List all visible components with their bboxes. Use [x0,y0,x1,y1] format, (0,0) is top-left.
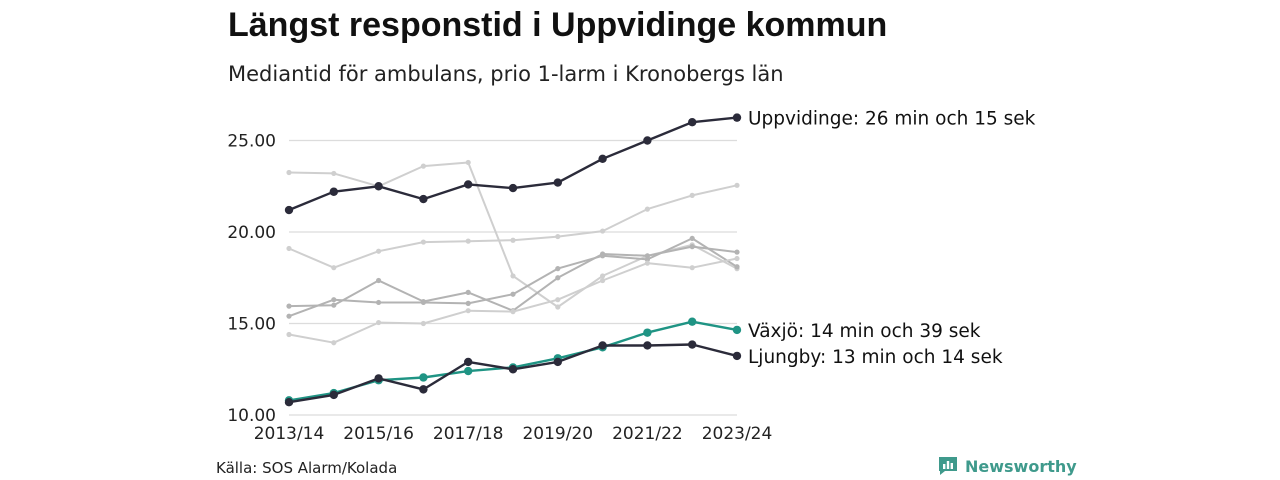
background-series-5-point [465,308,471,314]
background-series-2-point [376,248,382,254]
vaxjo-series-point [732,325,742,335]
ljungby-series-point [553,357,562,367]
chart-title: Längst responstid i Uppvidinge kommun [228,6,888,44]
background-series-5-point [600,277,606,284]
background-series-2-point [286,245,292,252]
y-tick-label: 25.00 [227,132,276,152]
background-series-4-point [644,256,651,263]
background-series-4-point [420,299,426,306]
ljungby-series-point [464,357,473,367]
ljungby-series-point [598,341,607,350]
background-series-3-point [644,253,651,259]
background-series-2-point [600,228,606,234]
background-series-5-point [286,331,292,338]
uppvidinge-series-point [464,180,473,189]
x-tick-label: 2023/24 [702,424,773,444]
ljungby-series-point [284,397,294,407]
x-tick-label: 2017/18 [433,424,504,444]
x-tick-label: 2013/14 [254,424,325,444]
background-series-2-point [465,238,471,244]
newsworthy-logo-icon [939,457,957,475]
background-series-4-point [555,266,561,272]
chart-subtitle: Mediantid för ambulans, prio 1-larm i Kr… [228,62,784,86]
uppvidinge-series-point [553,178,562,187]
uppvidinge-series-point [508,183,518,193]
ljungby-series-label: Ljungby: 13 min och 14 sek [748,347,1003,368]
y-tick-label: 15.00 [227,315,276,335]
background-series-1-point [286,169,292,176]
background-series-5-point [376,319,382,326]
brand-logo[interactable]: Newsworthy [937,455,1077,477]
background-series-2-point [734,182,740,188]
brand-name: Newsworthy [965,456,1077,476]
background-series-4-point [376,299,382,306]
uppvidinge-series-point [688,118,697,127]
background-series-3-point [331,302,337,308]
uppvidinge-series-point [329,187,338,196]
background-series-4-point [600,253,606,259]
vaxjo-series-point [688,317,697,326]
background-series-1-point [510,273,516,279]
ljungby-series-point [732,351,742,361]
uppvidinge-series-point [732,113,742,122]
uppvidinge-series-point [419,194,428,204]
ljungby-series-point [419,385,428,394]
background-series-2-point [510,237,516,243]
uppvidinge-series-point [284,205,294,215]
uppvidinge-series-label: Uppvidinge: 26 min och 15 sek [748,109,1036,130]
background-series-1-point [555,304,561,310]
vaxjo-series-point [419,373,428,382]
ljungby-series-point [329,390,338,400]
vaxjo-series-point [464,366,473,376]
vaxjo-series-point [643,328,652,337]
background-series-4-point [286,313,292,319]
background-series-4-point [331,297,337,303]
background-series-3-point [734,249,740,255]
background-series-4-point [510,291,516,297]
background-series-3-point [555,275,561,281]
ljungby-series-point [688,340,697,349]
ljungby-series-point [643,341,652,350]
background-series-4-point [734,264,740,270]
background-series-3-point [286,303,292,309]
x-tick-label: 2021/22 [612,424,683,444]
background-series-5-point [420,320,426,327]
background-series-3-point [689,244,695,250]
background-series-4-point [689,235,695,242]
background-series-2-line [288,184,738,269]
uppvidinge-series-point [598,154,607,163]
source-note: Källa: SOS Alarm/Kolada [216,459,398,477]
uppvidinge-series-point [374,182,383,191]
uppvidinge-series-point [643,136,652,145]
background-series-5-point [689,265,695,271]
ljungby-series-point [374,374,383,383]
background-series-5-point [555,297,561,303]
y-tick-label: 20.00 [227,223,276,243]
background-series-2-point [689,192,695,198]
vaxjo-series-label: Växjö: 14 min och 39 sek [748,321,981,342]
background-series-2-point [420,239,426,245]
background-series-2-point [555,233,561,240]
background-series-1-point [600,273,606,279]
background-series-5-point [331,340,337,346]
background-series-4-point [465,300,471,306]
x-tick-label: 2015/16 [343,424,414,444]
ljungby-series-point [508,365,518,374]
y-tick-label: 10.00 [227,406,276,426]
background-series-3-point [465,289,471,295]
background-series-1-point [465,159,471,166]
uppvidinge-series-line [288,116,738,212]
background-series-5-point [510,309,516,315]
background-series-2-point [644,206,651,212]
background-series-2-point [331,265,337,271]
background-series-5-point [644,260,651,266]
background-series-1-point [420,163,426,169]
x-tick-label: 2019/20 [522,424,593,444]
background-series-3-point [376,277,382,284]
background-series-1-point [331,170,337,177]
background-series-5-point [734,255,740,262]
